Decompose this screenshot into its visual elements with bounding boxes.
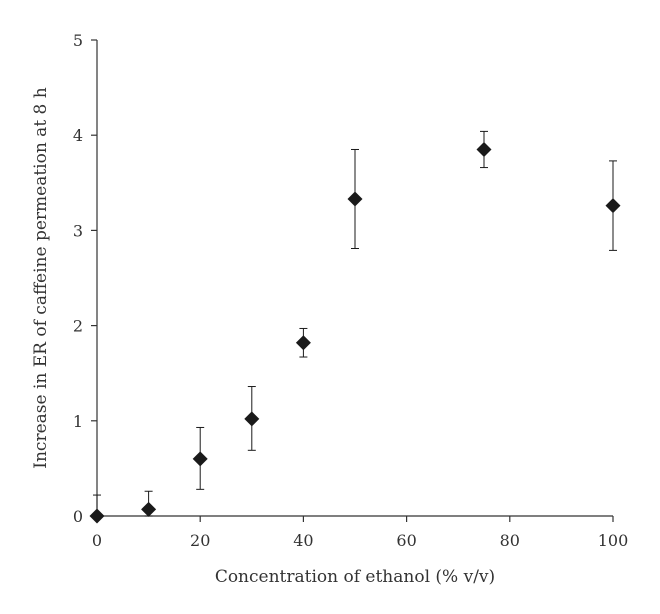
data-point [89, 508, 105, 524]
data-point [347, 191, 363, 207]
data-point [295, 335, 311, 351]
y-axis-title: Increase in ER of caffeine permeation at… [31, 87, 51, 469]
data-point [244, 411, 260, 427]
x-tick-label: 100 [598, 531, 629, 550]
x-tick-label: 40 [293, 531, 313, 550]
x-tick-label: 0 [92, 531, 102, 550]
y-tick-label: 2 [73, 317, 83, 336]
y-tick-label: 4 [73, 126, 83, 145]
error-bars [93, 130, 617, 517]
y-tick-label: 1 [73, 412, 83, 431]
y-tick-label: 5 [73, 31, 83, 50]
x-axis-title: Concentration of ethanol (% v/v) [215, 567, 495, 587]
y-tick-label: 3 [73, 221, 83, 240]
data-points [89, 141, 621, 524]
axes [96, 40, 613, 517]
data-point [141, 501, 157, 517]
data-point [192, 451, 208, 467]
x-tick-label: 60 [396, 531, 416, 550]
x-tick-label: 80 [500, 531, 520, 550]
data-point [476, 141, 492, 157]
data-point [605, 198, 621, 214]
ticks: 0 20 40 60 80 100 0 1 2 3 4 5 [73, 31, 628, 550]
y-tick-label: 0 [73, 507, 83, 526]
x-tick-label: 20 [190, 531, 210, 550]
